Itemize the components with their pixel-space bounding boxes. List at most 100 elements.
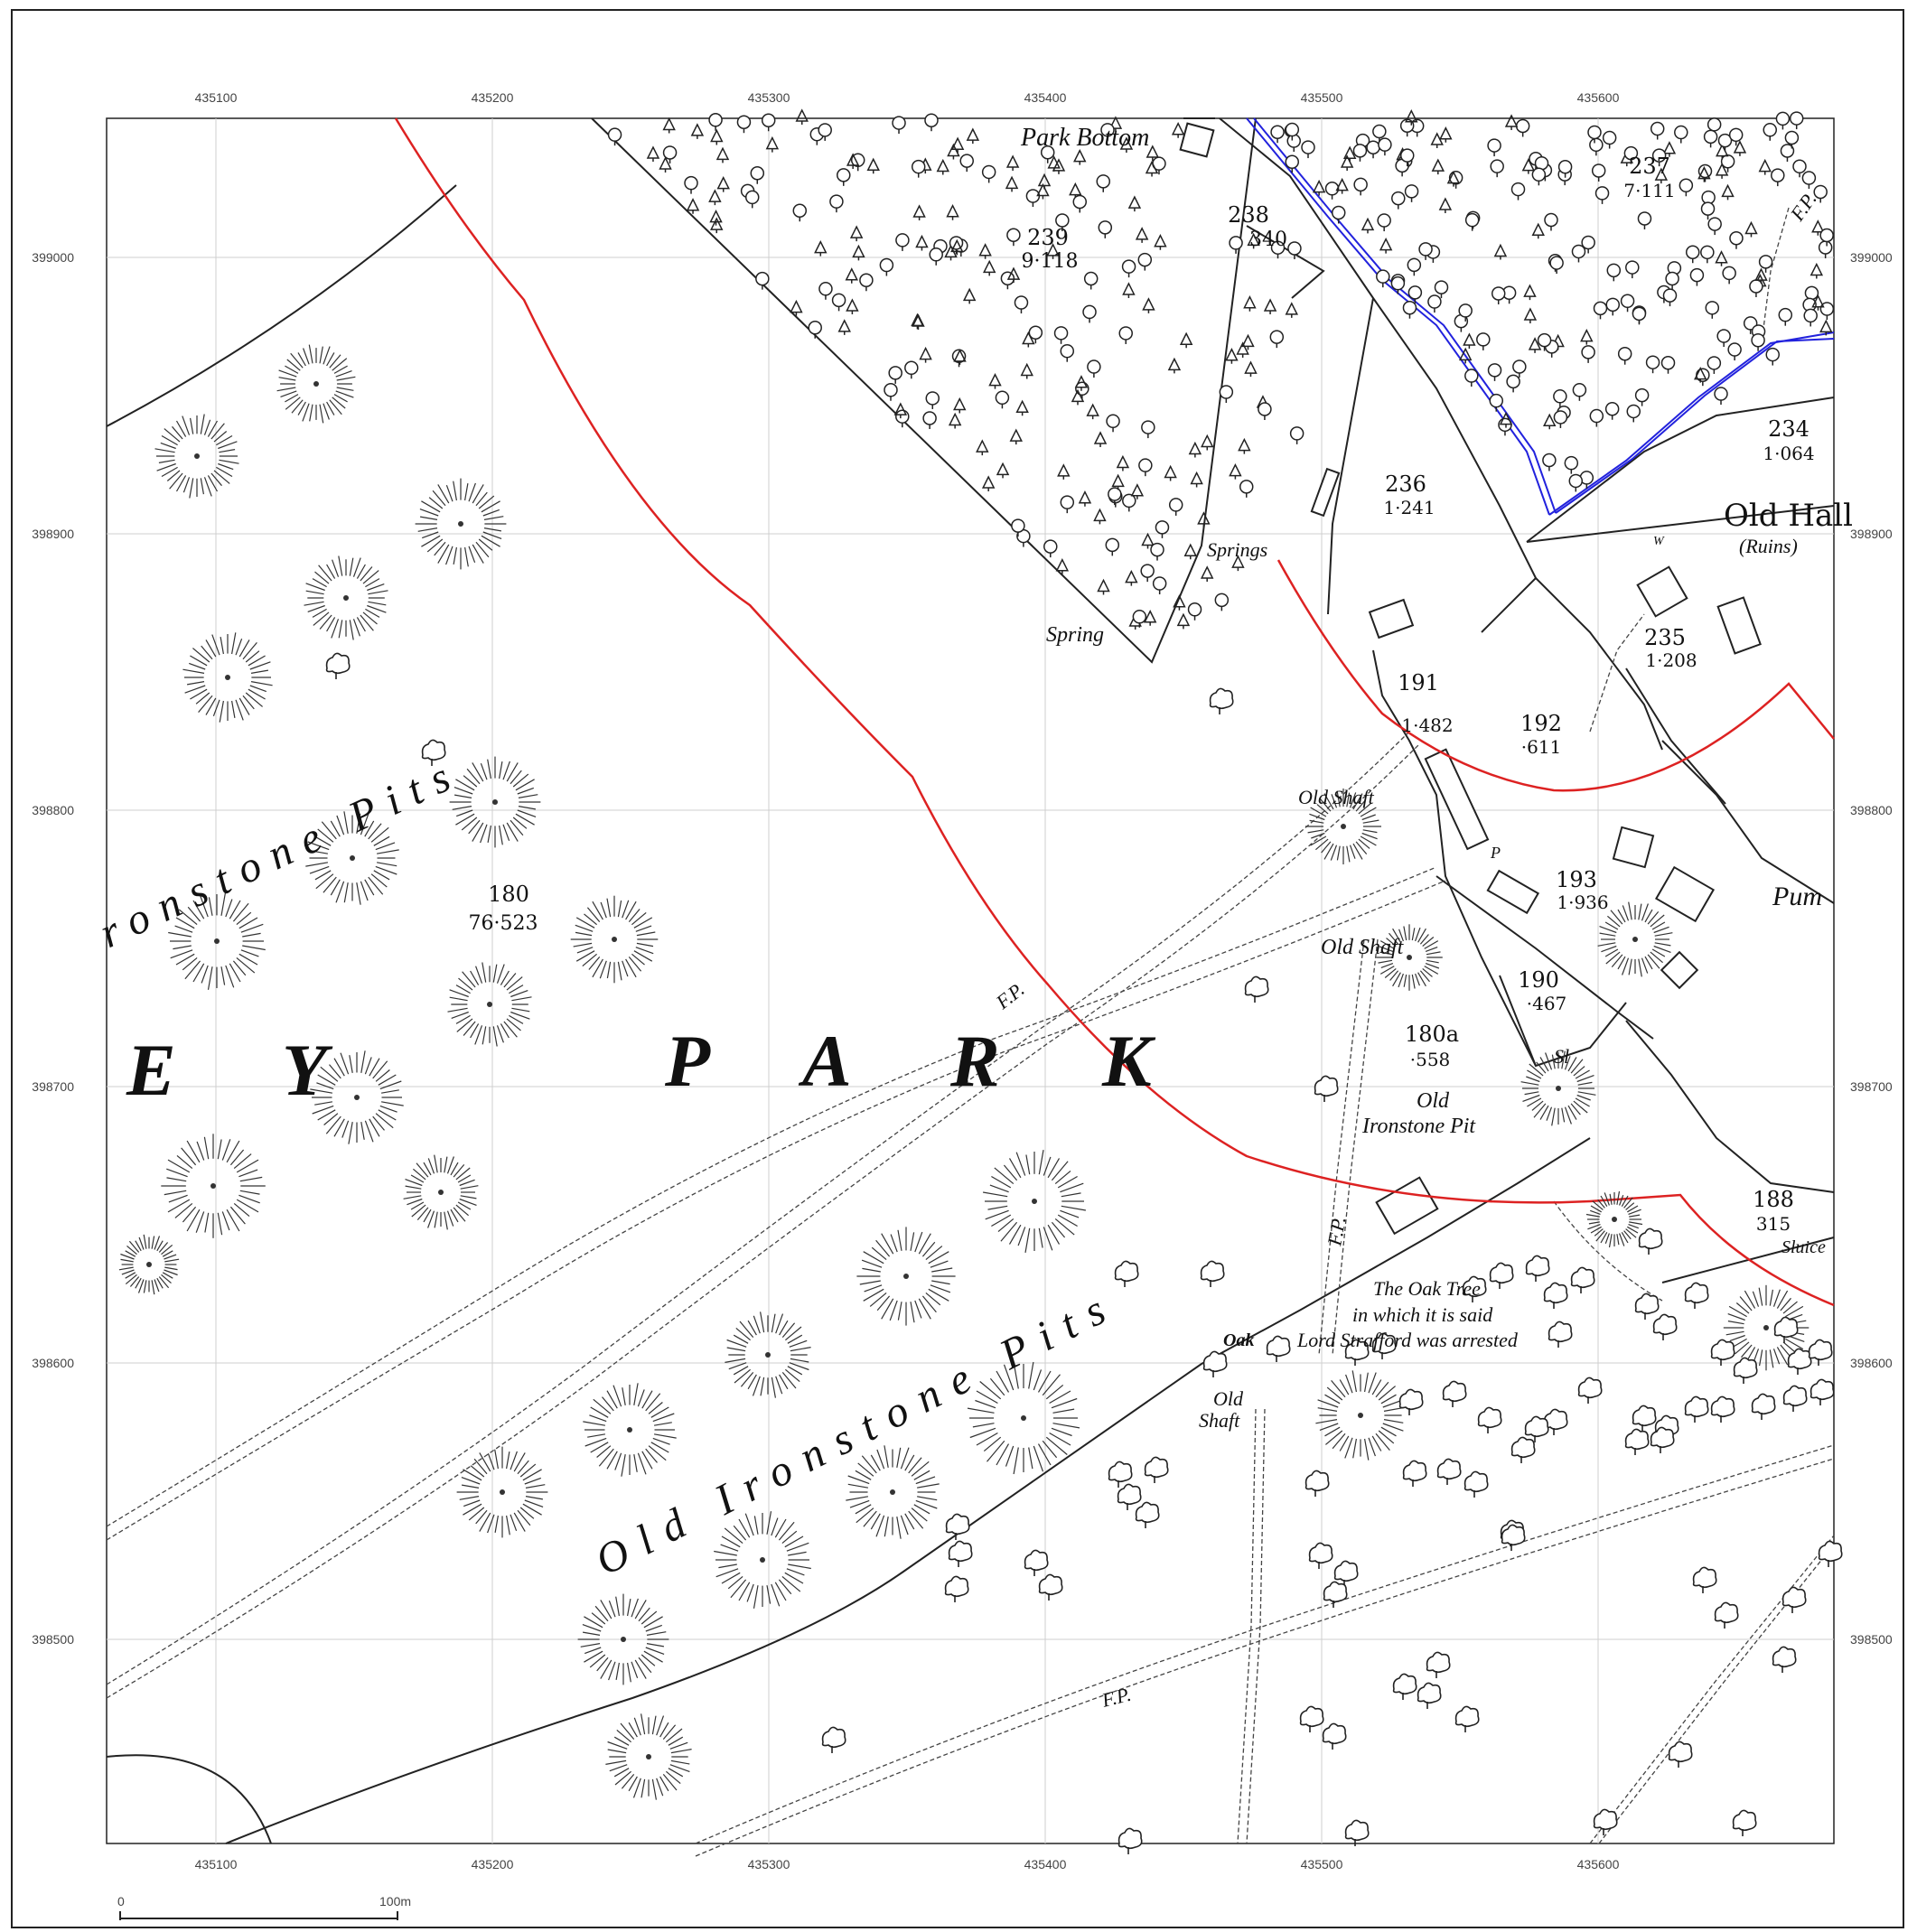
woodland-symbol xyxy=(1463,332,1476,350)
woodland-symbol xyxy=(1438,197,1453,214)
tree-symbol xyxy=(1462,1275,1487,1302)
woodland-symbol xyxy=(912,313,925,330)
woodland-symbol xyxy=(1301,140,1315,159)
woodland-symbol xyxy=(1201,434,1214,451)
pit-symbol xyxy=(570,895,659,984)
easting-bottom-435300: 435300 xyxy=(748,1857,790,1871)
plot-190-area: ·467 xyxy=(1527,993,1567,1014)
woodland-symbol xyxy=(962,287,977,304)
woodland-symbol xyxy=(1376,269,1390,288)
northing-right-398800: 398800 xyxy=(1850,803,1893,817)
woodland-symbol xyxy=(1122,282,1136,298)
plot-193-area: 1·936 xyxy=(1557,891,1608,913)
woodland-symbol xyxy=(1127,195,1142,212)
map-area xyxy=(106,117,1835,1844)
plot-238-area: 340 xyxy=(1249,229,1287,251)
label-old-shaft-2: Old Shaft xyxy=(1321,936,1405,959)
woodland-symbol xyxy=(1493,243,1508,260)
woodland-symbol xyxy=(1006,266,1021,284)
woodland-symbol xyxy=(837,319,851,335)
tree-symbol xyxy=(1426,1651,1451,1678)
woodland-symbol xyxy=(1458,303,1473,322)
pit-symbol xyxy=(449,756,541,848)
woodland-symbol xyxy=(1372,124,1387,143)
woodland-symbol xyxy=(1404,184,1419,202)
label-springs: Springs xyxy=(1207,538,1267,561)
woodland-symbol xyxy=(1239,480,1254,498)
woodland-symbol xyxy=(1105,537,1120,556)
woodland-symbol xyxy=(1763,123,1778,141)
pit-symbol xyxy=(1520,1050,1596,1126)
easting-top-435600: 435600 xyxy=(1577,90,1620,105)
woodland-symbol xyxy=(1405,109,1418,126)
woodland-symbol xyxy=(1634,387,1650,406)
tree-symbol xyxy=(1733,1357,1758,1384)
tree-symbol xyxy=(1108,1461,1133,1488)
northing-right-398900: 398900 xyxy=(1850,527,1893,541)
woodland-symbol xyxy=(879,257,894,276)
woodland-symbol xyxy=(1046,243,1060,259)
woodland-symbol xyxy=(1589,408,1604,427)
tree-symbol xyxy=(1244,975,1269,1003)
plot-191: 191 xyxy=(1398,670,1439,695)
woodland-symbol xyxy=(1016,528,1031,547)
woodland-symbol xyxy=(1602,130,1617,149)
woodland-symbol xyxy=(1078,490,1092,507)
woodland-symbol xyxy=(1593,301,1608,320)
plot-188: 188 xyxy=(1753,1187,1794,1212)
woodland-symbol xyxy=(1789,111,1804,130)
plot-180a: 180a xyxy=(1405,1022,1459,1047)
woodland-symbol xyxy=(708,189,722,206)
woodland-symbol xyxy=(1125,569,1138,586)
tree-symbol xyxy=(1477,1406,1502,1433)
woodland-symbol xyxy=(1803,308,1818,327)
woodland-symbol xyxy=(1809,262,1824,279)
tree-symbol xyxy=(1818,1540,1843,1567)
woodland-symbol xyxy=(1269,330,1285,349)
pit-symbol xyxy=(1305,789,1381,864)
woodland-symbol xyxy=(1258,402,1272,421)
tree-symbol xyxy=(1809,1378,1835,1405)
label-old-hall: Old Hall xyxy=(1724,498,1853,534)
tree-symbol xyxy=(1808,1339,1833,1366)
woodland-symbol xyxy=(1499,411,1513,428)
tree-symbol xyxy=(1200,1260,1225,1287)
woodland-symbol xyxy=(1152,576,1167,595)
place-labels: Park Bottom Old Hall (Ruins) Springs Spr… xyxy=(1020,124,1853,1432)
woodland-symbol xyxy=(1689,267,1705,286)
woodland-symbol xyxy=(1427,294,1442,313)
woodland-symbol xyxy=(1378,137,1392,156)
woodland-symbol xyxy=(1005,154,1020,172)
plot-239: 239 xyxy=(1027,225,1069,250)
woodland-symbol xyxy=(1352,144,1368,162)
woodland-symbol xyxy=(1096,174,1111,192)
northing-left-398600: 398600 xyxy=(32,1356,74,1370)
woodland-symbol xyxy=(837,168,851,186)
woodland-symbol xyxy=(710,128,724,145)
woodland-symbol xyxy=(1504,114,1519,131)
woodland-symbol xyxy=(1231,555,1245,572)
label-oak-tree-1: The Oak Tree xyxy=(1373,1277,1481,1300)
tree-symbol xyxy=(1371,1332,1397,1359)
woodland-symbol xyxy=(1749,279,1763,297)
woodland-symbol xyxy=(1071,388,1085,406)
park-letter-k: K xyxy=(1101,1020,1156,1102)
woodland-symbol xyxy=(966,127,980,145)
woodland-symbol xyxy=(1623,145,1639,164)
woodland-symbol xyxy=(1179,331,1193,349)
woodland-symbol xyxy=(1751,332,1765,351)
plot-235-area: 1·208 xyxy=(1645,649,1697,671)
woodland-symbol xyxy=(845,267,858,284)
tree-symbol xyxy=(1038,1573,1063,1601)
woodland-symbol xyxy=(904,360,919,379)
woodland-symbol xyxy=(1758,158,1772,175)
woodland-symbol xyxy=(884,383,898,401)
easting-bottom-435600: 435600 xyxy=(1577,1857,1620,1871)
woodland-symbol xyxy=(866,157,880,174)
pit-symbol xyxy=(1597,901,1673,977)
tree-symbol xyxy=(1144,1456,1169,1483)
easting-bottom-435200: 435200 xyxy=(472,1857,514,1871)
woodland-symbol xyxy=(1510,182,1526,201)
tree-symbol xyxy=(945,1513,970,1540)
